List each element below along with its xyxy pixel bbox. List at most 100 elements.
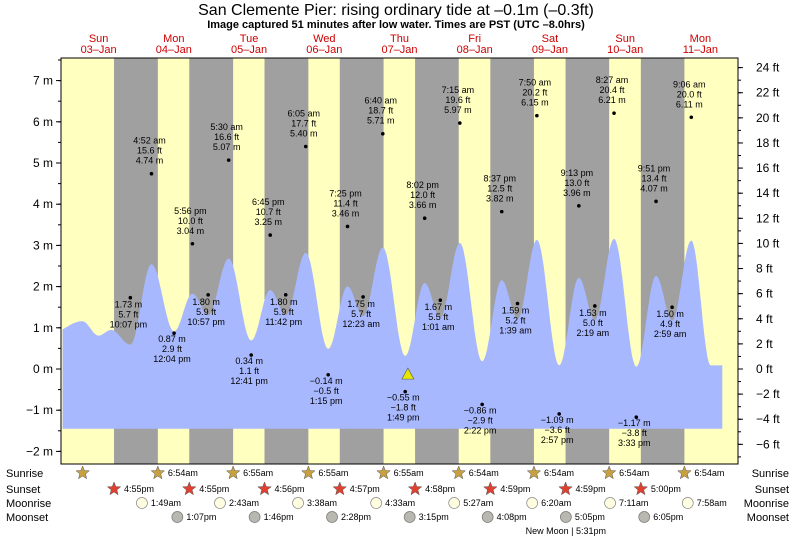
tide-label: 18.7 ft: [368, 106, 394, 116]
sunrise-time: 6:54am: [168, 468, 198, 478]
moonset-icon: [481, 511, 494, 523]
day-date-label: 03–Jan: [81, 44, 117, 56]
sunrise-star-icon: [225, 465, 241, 480]
moonrise-icon: [292, 497, 304, 509]
tide-point: [326, 372, 330, 377]
right-tick-label: 16 ft: [756, 161, 780, 175]
tide-point: [345, 224, 350, 229]
right-tick-label: 4 ft: [756, 312, 773, 326]
tide-label: 5.5 ft: [428, 312, 449, 322]
tide-label: 9:13 pm: [561, 168, 594, 178]
tide-label: 1.1 ft: [239, 366, 260, 376]
right-tick-label: 0 ft: [756, 362, 773, 376]
tide-label: 19.6 ft: [445, 95, 471, 105]
moonset-time: 1:46pm: [264, 512, 294, 522]
moonrise-icon: [681, 497, 694, 509]
tide-label: 15.6 ft: [137, 146, 163, 156]
day-name-label: Thu: [390, 33, 409, 45]
tide-label: 4.74 m: [136, 156, 164, 166]
sunrise-time: 6:54am: [694, 468, 724, 478]
tide-label: 2:19 am: [577, 328, 610, 338]
tide-label: 2:57 pm: [541, 435, 574, 445]
tide-point: [612, 111, 616, 115]
day-name-label: Sat: [542, 33, 559, 45]
left-tick-label: −1 m: [26, 403, 53, 417]
tide-label: 1.50 m: [656, 309, 684, 319]
moonset-icon: [326, 511, 338, 523]
tide-label: 7:50 am: [519, 78, 552, 88]
sunset-star-icon: [483, 481, 498, 496]
sunset-time: 4:55pm: [199, 484, 229, 494]
sunrise-time: 6:54am: [469, 468, 499, 478]
tide-point: [689, 115, 694, 120]
tide-point: [226, 158, 231, 162]
sunset-time: 4:57pm: [350, 484, 380, 494]
tide-label: 11:42 pm: [265, 317, 302, 327]
moonset-row-label-right: Moonset: [747, 512, 789, 524]
sunrise-star-icon: [601, 465, 617, 480]
sunrise-star-icon: [451, 465, 467, 480]
tide-label: 5.9 ft: [274, 307, 295, 317]
tide-label: 2:59 am: [654, 329, 687, 339]
tide-label: 1.67 m: [425, 302, 453, 312]
right-tick-label: −4 ft: [756, 412, 780, 426]
tide-point: [654, 199, 658, 204]
left-tick-label: 5 m: [33, 156, 53, 170]
day-name-label: Sun: [89, 33, 109, 45]
tide-label: 1.75 m: [347, 299, 375, 309]
tide-label: 5.7 ft: [118, 310, 139, 320]
tide-label: 1.59 m: [502, 305, 530, 315]
right-tick-label: 14 ft: [756, 186, 780, 200]
sunset-star-icon: [407, 481, 423, 496]
right-tick-label: 18 ft: [756, 136, 780, 150]
tide-label: 1.73 m: [115, 300, 143, 310]
tide-label: 6:45 pm: [252, 197, 285, 207]
tide-label: 5:30 am: [210, 122, 243, 132]
tide-label: −3.6 ft: [545, 425, 571, 435]
sunrise-star-icon: [677, 465, 692, 480]
moonrise-row-label-left: Moonrise: [6, 498, 51, 510]
moonset-icon: [560, 511, 572, 523]
tide-label: 20.2 ft: [522, 88, 548, 98]
moonset-time: 3:15pm: [419, 512, 449, 522]
chart-frame: [60, 57, 739, 465]
tide-label: 0.87 m: [158, 334, 186, 344]
day-date-label: 04–Jan: [156, 44, 192, 56]
tide-label: −1.17 m: [618, 418, 651, 428]
tide-label: 0.34 m: [235, 356, 263, 366]
sunrise-row-label-left: Sunrise: [6, 468, 43, 480]
tide-label: −0.14 m: [310, 376, 343, 386]
tide-point: [268, 233, 273, 237]
tide-label: 2.9 ft: [162, 344, 183, 354]
tide-point: [480, 402, 484, 407]
right-tick-label: 6 ft: [756, 287, 773, 301]
tide-label: 16.6 ft: [214, 132, 240, 142]
tide-label: 2:22 pm: [464, 425, 497, 435]
tide-label: 3.46 m: [332, 208, 360, 218]
tide-point: [458, 121, 462, 125]
tide-point: [190, 241, 195, 246]
day-labels: Sun03–JanMon04–JanTue05–JanWed06–JanThu0…: [81, 33, 718, 56]
tide-label: 6.11 m: [676, 99, 703, 109]
tide-label: −2.9 ft: [468, 415, 494, 425]
tide-point: [283, 293, 288, 297]
tide-curve: [62, 238, 723, 429]
sunset-time: 4:56pm: [275, 484, 305, 494]
tide-label: 8:37 pm: [483, 174, 516, 184]
tide-label: 6.15 m: [521, 98, 549, 108]
page-title: San Clemente Pier: rising ordinary tide …: [198, 2, 594, 19]
sunset-star-icon: [106, 481, 122, 496]
tide-label: −0.86 m: [464, 405, 497, 415]
moonset-icon: [248, 511, 261, 523]
tide-label: 9:51 pm: [638, 163, 671, 173]
moonrise-time: 4:33am: [385, 498, 415, 508]
now-marker: [401, 367, 415, 380]
sunset-row-label-right: Sunset: [755, 484, 789, 496]
tide-label: 12:23 am: [342, 319, 380, 329]
sunset-time: 4:55pm: [124, 484, 154, 494]
left-tick-label: 1 m: [33, 321, 53, 335]
tide-label: 10.7 ft: [256, 207, 282, 217]
day-name-label: Wed: [313, 33, 335, 45]
tide-label: 5.2 ft: [505, 315, 526, 325]
day-date-label: 07–Jan: [381, 44, 417, 56]
